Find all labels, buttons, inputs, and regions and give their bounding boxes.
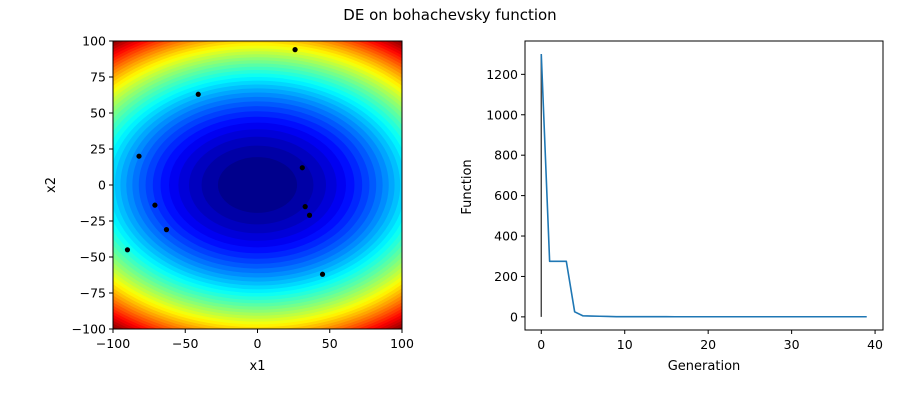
convergence-y-ticks: 0 200 400 600 800 1000 1200 <box>486 67 525 324</box>
contour-x-ticks: −100 −50 0 50 100 <box>96 329 414 351</box>
population-point <box>292 47 298 53</box>
contour-fill <box>113 41 402 329</box>
contour-x-label: x1 <box>250 359 266 374</box>
y-tick-label: 600 <box>494 188 518 203</box>
y-tick-label: 1000 <box>486 107 518 122</box>
convergence-lines <box>540 54 867 318</box>
y-tick-label: −100 <box>72 322 106 337</box>
x-tick-label: 20 <box>700 337 716 352</box>
population-point <box>195 91 201 97</box>
x-tick-label: 0 <box>254 336 262 351</box>
convergence-frame <box>524 40 884 331</box>
y-tick-label: 75 <box>90 70 106 85</box>
figure-title: DE on bohachevsky function <box>343 6 556 24</box>
y-tick-label: 800 <box>494 148 518 163</box>
contour-level <box>217 157 298 213</box>
population-point <box>306 212 313 218</box>
y-tick-label: 200 <box>494 269 518 284</box>
y-tick-label: 25 <box>90 142 106 157</box>
convergence-axes: 0 10 20 30 40 0 200 400 600 800 1000 1200 Generati… <box>460 40 884 374</box>
x-tick-label: −100 <box>96 336 130 351</box>
population-point <box>319 271 326 277</box>
x-tick-label: 0 <box>537 337 545 352</box>
x-tick-label: 100 <box>390 336 414 351</box>
population-point <box>302 204 308 210</box>
y-tick-label: −25 <box>80 214 106 229</box>
x-tick-label: 10 <box>617 337 633 352</box>
contour-axes: −100 −50 0 50 100 −100 −75 −50 −25 0 25 50 75 100 x1… <box>44 34 414 375</box>
x-tick-label: 40 <box>867 337 883 352</box>
population-point <box>136 153 142 159</box>
population-point <box>124 247 131 253</box>
contour-y-ticks: −100 −75 −50 −25 0 25 50 75 100 <box>72 34 113 337</box>
convergence-y-label: Function <box>460 159 475 214</box>
y-tick-label: 100 <box>82 34 106 49</box>
population-points <box>124 47 326 277</box>
population-point <box>163 227 170 233</box>
x-tick-label: 30 <box>784 337 800 352</box>
x-tick-label: 50 <box>322 336 338 351</box>
convergence-x-ticks: 0 10 20 30 40 <box>537 330 883 352</box>
x-tick-label: −50 <box>172 336 198 351</box>
y-tick-label: 0 <box>98 178 106 193</box>
contour-y-label: x2 <box>44 177 59 193</box>
population-point <box>299 165 305 171</box>
population-point <box>152 202 158 208</box>
y-tick-label: −75 <box>80 286 106 301</box>
y-tick-label: 0 <box>510 309 518 324</box>
convergence-x-label: Generation <box>668 359 741 374</box>
y-tick-label: 50 <box>90 106 106 121</box>
y-tick-label: 400 <box>494 229 518 244</box>
convergence-series-line <box>540 54 867 318</box>
y-tick-label: 1200 <box>486 67 518 82</box>
y-tick-label: −50 <box>80 250 106 265</box>
